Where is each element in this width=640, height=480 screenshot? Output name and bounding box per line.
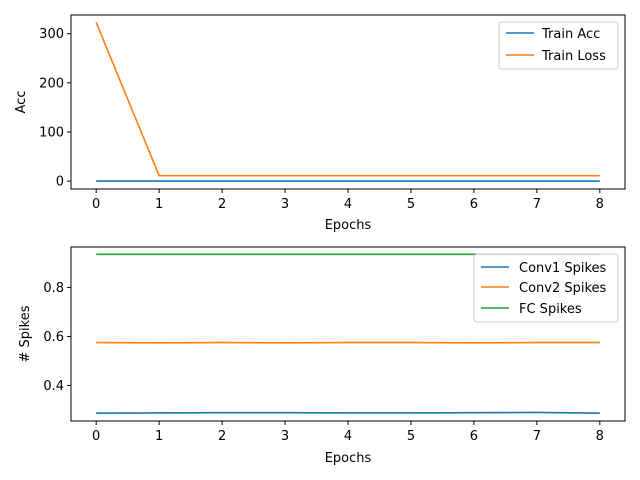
chart-bottom-xtick-label-7: 7 xyxy=(533,429,541,444)
chart-bottom-yticks: 0.4 0.6 0.8 xyxy=(43,281,71,394)
chart-top-ytick-label-0: 0 xyxy=(56,175,64,190)
chart-bottom-xtick-label-0: 0 xyxy=(92,429,100,444)
chart-top-yticks: 0 100 200 300 xyxy=(39,27,71,190)
chart-top-series-train-loss xyxy=(95,22,600,177)
legend-label-train-acc: Train Acc xyxy=(541,27,600,42)
chart-bottom: 0 1 2 3 4 5 6 7 8 0.4 0.6 0.8 Epochs # Spikes Conv… xyxy=(18,246,626,466)
chart-top: 0 1 2 3 4 5 6 7 8 0 100 200 300 Epochs Acc Train Ac… xyxy=(14,14,626,233)
legend-label-conv1-spikes: Conv1 Spikes xyxy=(519,261,607,276)
chart-top-xtick-label-6: 6 xyxy=(470,197,478,212)
chart-bottom-xtick-label-3: 3 xyxy=(281,429,289,444)
chart-bottom-xlabel: Epochs xyxy=(325,451,372,466)
chart-bottom-xtick-label-8: 8 xyxy=(596,429,604,444)
chart-bottom-legend-box xyxy=(473,253,619,323)
chart-top-xlabel: Epochs xyxy=(325,218,372,233)
chart-bottom-series-conv1-spikes xyxy=(96,411,600,414)
legend-label-fc-spikes: FC Spikes xyxy=(519,302,582,317)
chart-bottom-ytick-label-0-4: 0.4 xyxy=(43,379,64,394)
chart-bottom-xtick-label-5: 5 xyxy=(407,429,415,444)
chart-top-xtick-label-2: 2 xyxy=(218,197,226,212)
chart-bottom-xtick-label-2: 2 xyxy=(218,429,226,444)
chart-bottom-xtick-label-6: 6 xyxy=(470,429,478,444)
chart-top-xtick-label-8: 8 xyxy=(596,197,604,212)
chart-top-ytick-label-100: 100 xyxy=(39,125,64,140)
chart-bottom-xticks: 0 1 2 3 4 5 6 7 8 xyxy=(92,421,604,444)
chart-bottom-xtick-label-1: 1 xyxy=(155,429,163,444)
chart-top-xtick-label-0: 0 xyxy=(92,197,100,212)
chart-top-series xyxy=(95,22,600,182)
chart-top-xtick-label-3: 3 xyxy=(281,197,289,212)
chart-bottom-ylabel: # Spikes xyxy=(18,305,33,362)
chart-bottom-xtick-label-4: 4 xyxy=(344,429,352,444)
legend-label-conv2-spikes: Conv2 Spikes xyxy=(519,281,607,296)
chart-top-xtick-label-1: 1 xyxy=(155,197,163,212)
chart-top-ylabel: Acc xyxy=(14,91,29,114)
chart-bottom-ytick-label-0-8: 0.8 xyxy=(43,281,64,296)
chart-top-ytick-label-200: 200 xyxy=(39,76,64,91)
chart-top-xtick-label-7: 7 xyxy=(533,197,541,212)
chart-bottom-legend: Conv1 Spikes Conv2 Spikes FC Spikes xyxy=(473,253,619,323)
chart-top-legend: Train Acc Train Loss xyxy=(498,21,619,70)
chart-top-xtick-label-4: 4 xyxy=(344,197,352,212)
legend-label-train-loss: Train Loss xyxy=(541,49,606,64)
chart-top-xtick-label-5: 5 xyxy=(407,197,415,212)
chart-top-ytick-label-300: 300 xyxy=(39,27,64,42)
chart-top-xticks: 0 1 2 3 4 5 6 7 8 xyxy=(92,189,604,212)
chart-bottom-ytick-label-0-6: 0.6 xyxy=(43,330,64,345)
